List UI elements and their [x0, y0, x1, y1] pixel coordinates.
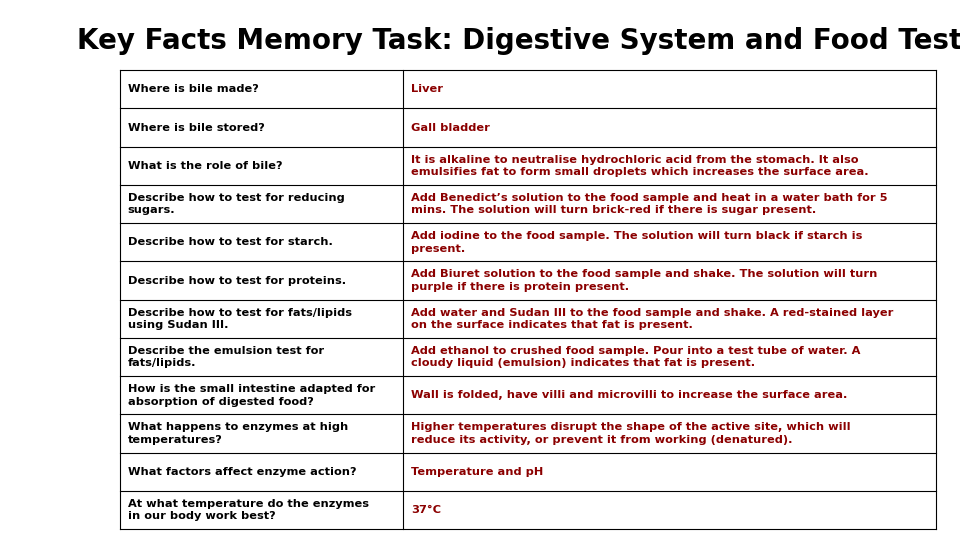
Text: How is the small intestine adapted for
absorption of digested food?: How is the small intestine adapted for a…: [128, 384, 375, 407]
Text: What happens to enzymes at high
temperatures?: What happens to enzymes at high temperat…: [128, 422, 348, 445]
Text: Higher temperatures disrupt the shape of the active site, which will
reduce its : Higher temperatures disrupt the shape of…: [411, 422, 851, 445]
Text: What factors affect enzyme action?: What factors affect enzyme action?: [128, 467, 356, 477]
Text: Describe how to test for starch.: Describe how to test for starch.: [128, 237, 332, 247]
Text: Key Facts Memory Task: Digestive System and Food Tests: Key Facts Memory Task: Digestive System …: [77, 27, 960, 55]
Text: It is alkaline to neutralise hydrochloric acid from the stomach. It also
emulsif: It is alkaline to neutralise hydrochlori…: [411, 154, 869, 177]
Text: Where is bile stored?: Where is bile stored?: [128, 123, 264, 133]
Text: Temperature and pH: Temperature and pH: [411, 467, 543, 477]
Text: Add Benedict’s solution to the food sample and heat in a water bath for 5
mins. : Add Benedict’s solution to the food samp…: [411, 193, 887, 215]
Text: 37°C: 37°C: [411, 505, 441, 515]
Text: Describe how to test for proteins.: Describe how to test for proteins.: [128, 275, 346, 286]
Text: Wall is folded, have villi and microvilli to increase the surface area.: Wall is folded, have villi and microvill…: [411, 390, 848, 400]
Text: Gall bladder: Gall bladder: [411, 123, 490, 133]
Text: What is the role of bile?: What is the role of bile?: [128, 161, 282, 171]
Text: Add iodine to the food sample. The solution will turn black if starch is
present: Add iodine to the food sample. The solut…: [411, 231, 862, 253]
Text: Describe the emulsion test for
fats/lipids.: Describe the emulsion test for fats/lipi…: [128, 346, 324, 368]
Text: Add Biuret solution to the food sample and shake. The solution will turn
purple : Add Biuret solution to the food sample a…: [411, 269, 877, 292]
Text: Where is bile made?: Where is bile made?: [128, 84, 258, 94]
Text: Describe how to test for fats/lipids
using Sudan III.: Describe how to test for fats/lipids usi…: [128, 308, 351, 330]
Text: Liver: Liver: [411, 84, 443, 94]
Text: At what temperature do the enzymes
in our body work best?: At what temperature do the enzymes in ou…: [128, 499, 369, 521]
Text: Describe how to test for reducing
sugars.: Describe how to test for reducing sugars…: [128, 193, 345, 215]
Text: Add ethanol to crushed food sample. Pour into a test tube of water. A
cloudy liq: Add ethanol to crushed food sample. Pour…: [411, 346, 860, 368]
Text: Add water and Sudan III to the food sample and shake. A red-stained layer
on the: Add water and Sudan III to the food samp…: [411, 308, 893, 330]
